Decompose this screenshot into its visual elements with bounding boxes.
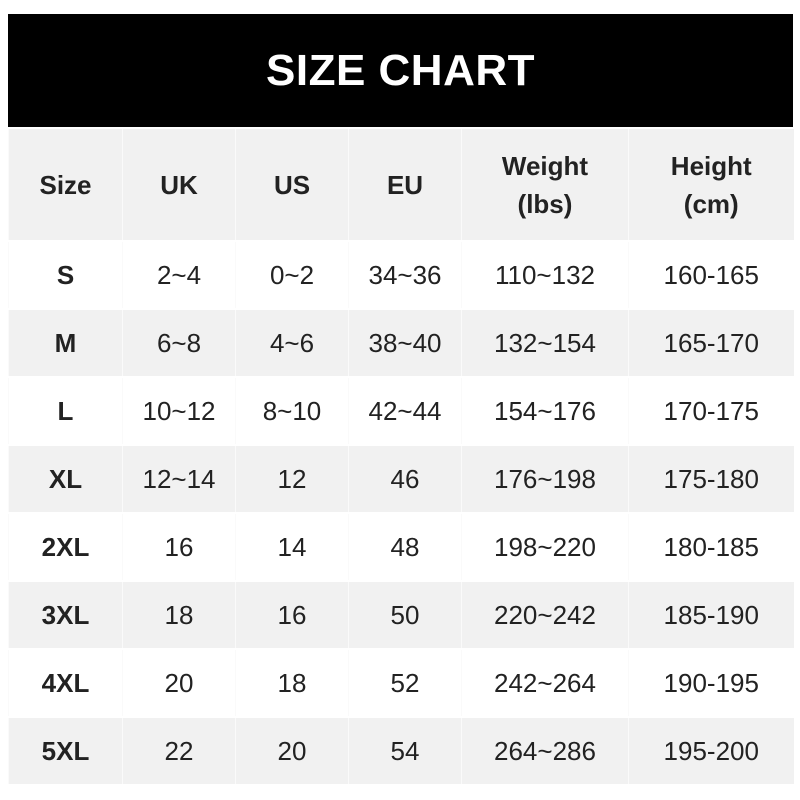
cell-uk: 22 (122, 716, 236, 784)
cell-eu: 48 (348, 512, 462, 581)
header-uk: UK (122, 127, 236, 241)
cell-eu: 46 (348, 444, 462, 513)
cell-size: 2XL (8, 512, 123, 581)
cell-weight: 220~242 (461, 580, 629, 649)
size-chart-title: SIZE CHART (8, 14, 793, 127)
table-row: 3XL 18 16 50 220~242 185-190 (8, 580, 794, 649)
cell-size: 5XL (8, 716, 123, 784)
cell-uk: 12~14 (122, 444, 236, 513)
cell-eu: 38~40 (348, 308, 462, 377)
cell-uk: 6~8 (122, 308, 236, 377)
cell-uk: 2~4 (122, 240, 236, 309)
cell-weight: 110~132 (461, 240, 629, 309)
cell-weight: 198~220 (461, 512, 629, 581)
cell-uk: 16 (122, 512, 236, 581)
header-uk-line: UK (160, 169, 198, 200)
header-row: Size UK US EU Weight (lbs) Height (cm) (8, 127, 794, 241)
cell-uk: 10~12 (122, 376, 236, 445)
table-row: L 10~12 8~10 42~44 154~176 170-175 (8, 376, 794, 445)
header-weight-line: Weight (501, 150, 589, 181)
table-row: S 2~4 0~2 34~36 110~132 160-165 (8, 240, 794, 309)
cell-uk: 18 (122, 580, 236, 649)
cell-size: 3XL (8, 580, 123, 649)
cell-weight: 132~154 (461, 308, 629, 377)
cell-height: 180-185 (628, 512, 794, 581)
cell-height: 160-165 (628, 240, 794, 309)
size-table: Size UK US EU Weight (lbs) Height (cm) S 2~4 0~2 3… (8, 127, 794, 784)
table-row: XL 12~14 12 46 176~198 175-180 (8, 444, 794, 513)
cell-eu: 54 (348, 716, 462, 784)
cell-us: 8~10 (235, 376, 349, 445)
header-eu-line: EU (386, 169, 424, 200)
header-height-line: Height (670, 150, 752, 181)
cell-us: 18 (235, 648, 349, 717)
header-height: Height (cm) (628, 127, 794, 241)
cell-size: XL (8, 444, 123, 513)
cell-eu: 42~44 (348, 376, 462, 445)
table-body: S 2~4 0~2 34~36 110~132 160-165 M 6~8 4~6 38~40 13… (8, 240, 794, 784)
header-us: US (235, 127, 349, 241)
cell-eu: 52 (348, 648, 462, 717)
header-weight: Weight (lbs) (461, 127, 629, 241)
cell-height: 170-175 (628, 376, 794, 445)
cell-height: 165-170 (628, 308, 794, 377)
header-weight-line: (lbs) (517, 188, 573, 219)
cell-height: 190-195 (628, 648, 794, 717)
cell-us: 20 (235, 716, 349, 784)
cell-height: 195-200 (628, 716, 794, 784)
cell-size: S (8, 240, 123, 309)
header-size-line: Size (39, 169, 92, 200)
cell-us: 16 (235, 580, 349, 649)
cell-us: 0~2 (235, 240, 349, 309)
cell-us: 12 (235, 444, 349, 513)
cell-weight: 154~176 (461, 376, 629, 445)
table-row: 2XL 16 14 48 198~220 180-185 (8, 512, 794, 581)
cell-us: 14 (235, 512, 349, 581)
table-row: M 6~8 4~6 38~40 132~154 165-170 (8, 308, 794, 377)
cell-size: M (8, 308, 123, 377)
cell-uk: 20 (122, 648, 236, 717)
cell-weight: 176~198 (461, 444, 629, 513)
header-eu: EU (348, 127, 462, 241)
cell-height: 185-190 (628, 580, 794, 649)
cell-height: 175-180 (628, 444, 794, 513)
cell-weight: 242~264 (461, 648, 629, 717)
cell-size: L (8, 376, 123, 445)
header-size: Size (8, 127, 123, 241)
header-height-line: (cm) (683, 188, 739, 219)
cell-us: 4~6 (235, 308, 349, 377)
cell-weight: 264~286 (461, 716, 629, 784)
table-row: 4XL 20 18 52 242~264 190-195 (8, 648, 794, 717)
table-row: 5XL 22 20 54 264~286 195-200 (8, 716, 794, 784)
cell-size: 4XL (8, 648, 123, 717)
cell-eu: 34~36 (348, 240, 462, 309)
cell-eu: 50 (348, 580, 462, 649)
header-us-line: US (273, 169, 311, 200)
